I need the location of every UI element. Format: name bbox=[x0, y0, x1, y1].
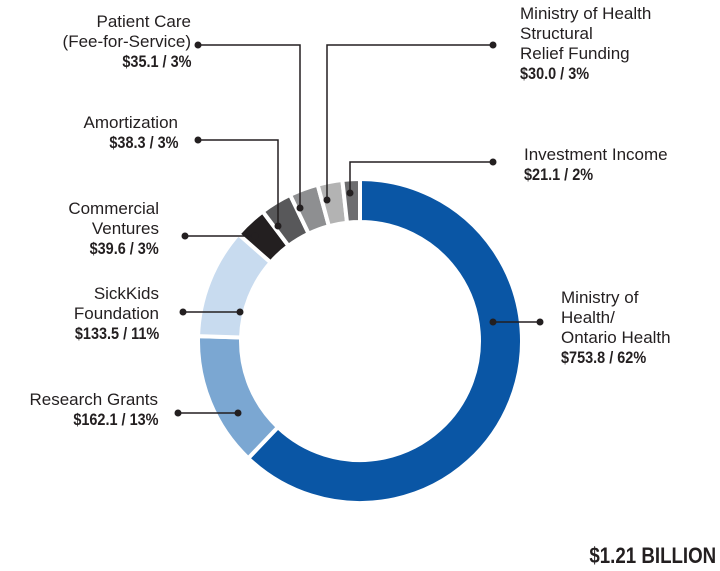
leader-dot bbox=[236, 308, 244, 316]
label-amortization: Amortization $38.3 / 3% bbox=[84, 113, 178, 153]
label-line: Relief Funding bbox=[520, 44, 630, 63]
leader-dot bbox=[536, 318, 544, 326]
slice-research-grants bbox=[196, 334, 281, 462]
leader-dot bbox=[323, 196, 331, 204]
leader-dot bbox=[274, 222, 282, 230]
label-line: Research Grants bbox=[29, 390, 159, 409]
leader-dot bbox=[179, 308, 187, 316]
leader-dot bbox=[296, 204, 304, 212]
label-line: Ministry of bbox=[561, 288, 639, 307]
total-label: $1.21 BILLION bbox=[589, 543, 716, 568]
label-line: SickKids bbox=[93, 284, 159, 303]
label-value: $753.8 / 62% bbox=[561, 348, 647, 367]
label-line: (Fee-for-Service) bbox=[62, 32, 191, 51]
leader-dot bbox=[234, 409, 242, 417]
leader-dot bbox=[181, 232, 189, 240]
leader-dot bbox=[194, 41, 202, 49]
label-ministry-of-health: Ministry of Health/ Ontario Health $753.… bbox=[561, 288, 671, 368]
label-patient-care: Patient Care (Fee-for-Service) $35.1 / 3… bbox=[63, 12, 191, 72]
label-value: $30.0 / 3% bbox=[520, 64, 590, 83]
label-line: Commercial bbox=[68, 199, 159, 218]
leader-line bbox=[198, 44, 301, 208]
label-line: Foundation bbox=[73, 304, 159, 323]
label-research-grants: Research Grants $162.1 / 13% bbox=[30, 390, 159, 430]
label-line: Ventures bbox=[91, 219, 159, 238]
label-investment-income: Investment Income $21.1 / 2% bbox=[524, 145, 668, 185]
label-value: $162.1 / 13% bbox=[72, 410, 158, 429]
label-value: $21.1 / 2% bbox=[524, 165, 594, 184]
leader-dot bbox=[489, 318, 497, 326]
label-value: $38.3 / 3% bbox=[108, 133, 178, 152]
label-line: Health/ bbox=[561, 308, 615, 327]
label-value: $39.6 / 3% bbox=[89, 239, 159, 258]
label-sickkids-foundation: SickKids Foundation $133.5 / 11% bbox=[60, 284, 159, 344]
label-line: Patient Care bbox=[96, 12, 192, 31]
leader-dot bbox=[346, 189, 354, 197]
slice-investment-income bbox=[340, 176, 362, 225]
label-moh-structural: Ministry of Health Structural Relief Fun… bbox=[520, 4, 651, 84]
label-line: Investment Income bbox=[524, 145, 668, 164]
leader-dot bbox=[489, 158, 497, 166]
label-value: $35.1 / 3% bbox=[121, 52, 191, 71]
slice-ministry-of-health-ontario-health bbox=[245, 176, 524, 505]
label-line: Amortization bbox=[83, 113, 178, 132]
leader-line bbox=[349, 161, 493, 193]
label-line: Ontario Health bbox=[561, 328, 671, 347]
label-value: $133.5 / 11% bbox=[74, 324, 159, 343]
leader-line bbox=[326, 44, 493, 200]
leader-line bbox=[198, 139, 279, 226]
label-line: Structural bbox=[520, 24, 593, 43]
leader-dot bbox=[251, 232, 259, 240]
leader-dot bbox=[174, 409, 182, 417]
label-line: Ministry of Health bbox=[520, 4, 652, 23]
label-commercial-ventures: Commercial Ventures $39.6 / 3% bbox=[68, 199, 159, 259]
leader-dot bbox=[489, 41, 497, 49]
leader-dot bbox=[194, 136, 202, 144]
